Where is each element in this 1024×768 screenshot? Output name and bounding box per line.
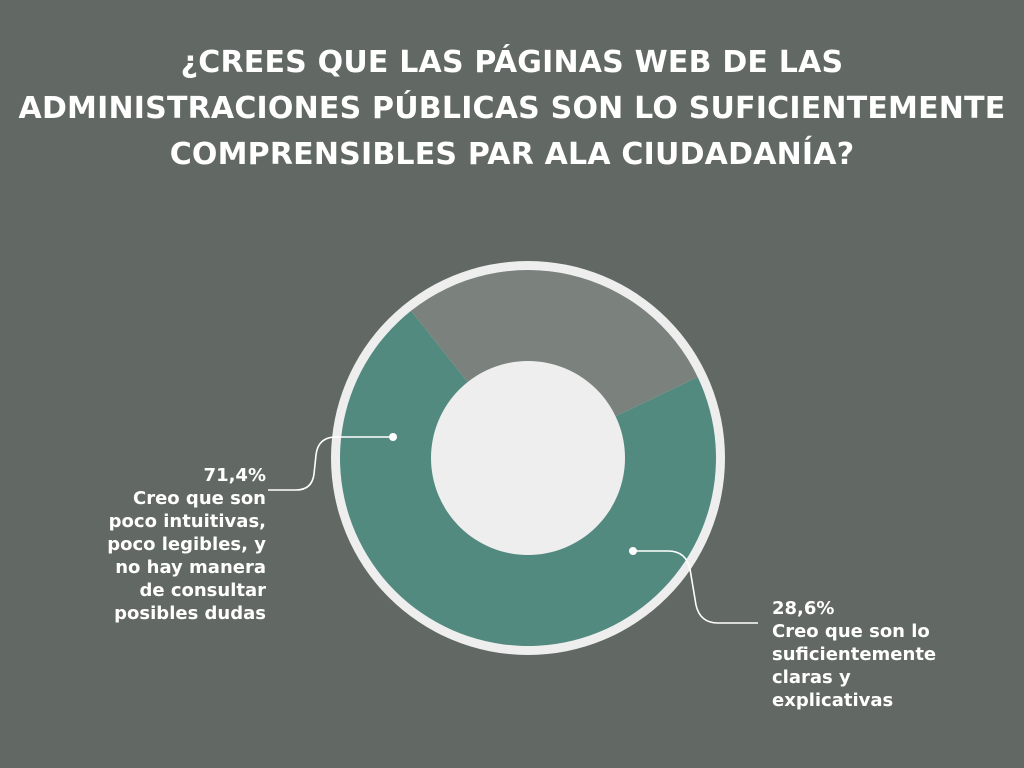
connector-dot-0 <box>389 433 397 441</box>
connector-line-1 <box>633 550 758 624</box>
slice-value-label-1: 28,6% <box>772 598 835 619</box>
slice-label-0: 71,4% Creo que son poco intuitivas, poco… <box>66 464 266 625</box>
chart-title: ¿CREES QUE LAS PÁGINAS WEB DE LAS ADMINI… <box>0 40 1024 178</box>
chart-title-line-1: ¿CREES QUE LAS PÁGINAS WEB DE LAS <box>180 45 844 80</box>
chart-title-line-2: ADMINISTRACIONES PÚBLICAS SON LO SUFICIE… <box>18 91 1006 126</box>
donut-slice-1 <box>411 270 698 458</box>
connector-dot-1 <box>629 547 637 555</box>
slice-value-label-0: 71,4% <box>203 465 266 486</box>
donut-hole <box>431 361 625 555</box>
chart-title-line-3: COMPRENSIBLES PAR ALA CIUDADANÍA? <box>169 137 855 172</box>
label-connectors <box>268 433 758 624</box>
slice-category-label-0: Creo que son poco intuitivas, poco legib… <box>107 488 266 624</box>
slice-category-label-1: Creo que son lo suficientemente claras y… <box>772 621 937 711</box>
slice-label-1: 28,6% Creo que son lo suficientemente cl… <box>772 597 992 712</box>
connector-line-0 <box>268 436 393 491</box>
